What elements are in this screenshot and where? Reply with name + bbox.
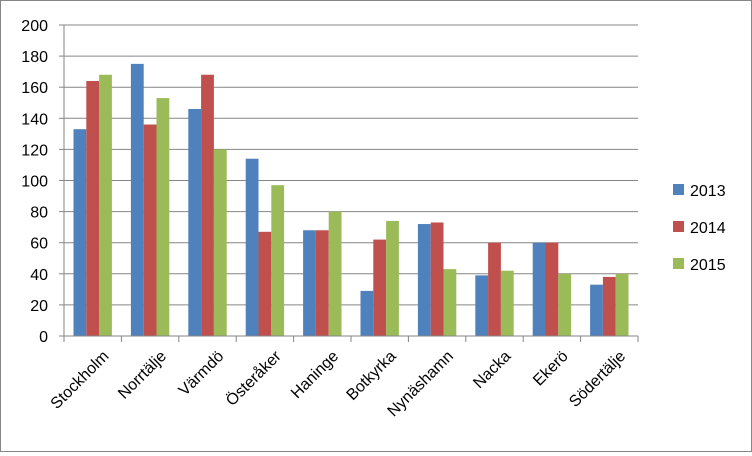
x-tick-label: Södertälje [566, 348, 629, 411]
axes [59, 24, 639, 342]
bar-2014-5 [373, 239, 387, 336]
bar-2014-9 [602, 276, 616, 336]
bar-2014-3 [258, 231, 272, 336]
x-tick-label: Haninge [288, 348, 342, 402]
y-tick-label: 0 [39, 329, 48, 346]
bar-2013-6 [417, 224, 431, 336]
bar-2015-1 [156, 98, 170, 337]
legend-swatch-2013 [673, 184, 684, 195]
x-tick-label: Botkyrka [344, 348, 400, 404]
x-tick-label: Österåker [222, 347, 285, 410]
y-tick-label: 140 [21, 111, 48, 128]
bar-2014-6 [430, 222, 444, 336]
y-tick-label: 20 [30, 298, 48, 315]
legend-label: 2013 [690, 183, 726, 200]
x-tick-label: Norrtälje [115, 348, 170, 403]
bar-2015-5 [386, 220, 399, 336]
bar-2015-2 [213, 149, 227, 336]
bar-2014-0 [86, 80, 100, 336]
x-tick-label: Värmdö [176, 348, 228, 400]
bar-2014-2 [201, 74, 214, 336]
bars [73, 63, 629, 337]
y-tick-label: 120 [21, 142, 48, 159]
y-tick-label: 180 [21, 49, 48, 66]
y-tick-label: 60 [30, 236, 48, 253]
bar-2013-3 [245, 158, 259, 336]
y-tick-label: 160 [21, 80, 48, 97]
y-tick-label: 100 [21, 174, 48, 191]
legend-label: 2015 [690, 257, 726, 274]
x-tick-label: Stockholm [48, 348, 113, 413]
y-tick-label: 40 [30, 267, 48, 284]
legend-swatch-2014 [673, 221, 684, 232]
bar-2015-7 [500, 270, 514, 336]
x-tick-label: Nacka [470, 348, 514, 392]
bar-2013-1 [130, 63, 144, 336]
bar-2013-8 [532, 242, 546, 336]
bar-2013-2 [188, 108, 202, 336]
bar-2014-8 [545, 242, 559, 336]
bar-2013-5 [360, 290, 374, 336]
bar-2014-1 [143, 124, 157, 337]
y-tick-label: 200 [21, 18, 48, 35]
bar-2015-4 [328, 211, 342, 336]
bar-2015-3 [271, 185, 285, 336]
bar-2015-9 [615, 273, 629, 336]
bar-2015-8 [558, 273, 572, 336]
legend-label: 2014 [690, 220, 726, 237]
bar-2013-9 [590, 284, 603, 336]
bar-2013-0 [73, 129, 87, 336]
y-axis-tick-labels: 0 20 40 60 80 100 120 140 160 180 200 [21, 18, 48, 346]
bar-2014-4 [315, 230, 329, 336]
legend-swatch-2015 [673, 258, 684, 269]
bar-2013-7 [475, 275, 489, 336]
bar-2015-0 [99, 74, 112, 336]
bar-2015-6 [443, 269, 457, 336]
bar-2013-4 [303, 230, 316, 336]
y-tick-label: 80 [30, 205, 48, 222]
bar-2014-7 [488, 242, 501, 336]
x-tick-label: Ekerö [530, 348, 572, 390]
legend: 2013 2014 2015 [673, 183, 726, 274]
